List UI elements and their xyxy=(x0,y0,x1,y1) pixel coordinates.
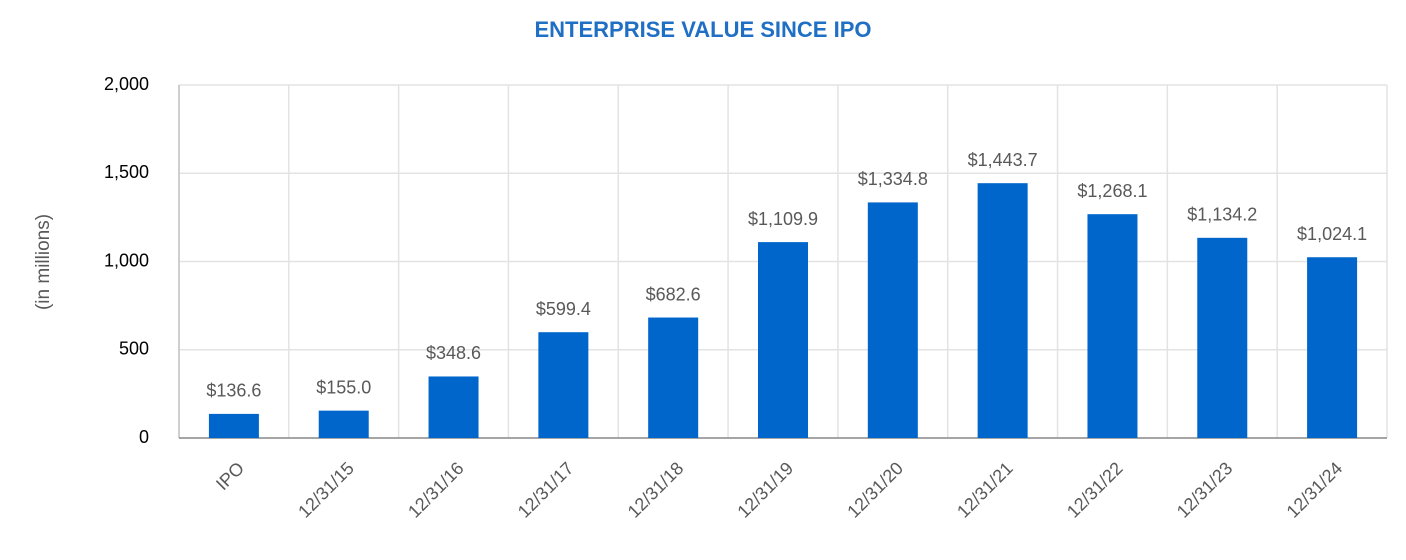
value-label: $1,268.1 xyxy=(1077,181,1147,201)
value-label: $1,134.2 xyxy=(1187,205,1257,225)
bar xyxy=(648,317,699,438)
y-axis-label: (in millions) xyxy=(33,214,54,310)
y-tick-label: 2,000 xyxy=(104,74,149,94)
bar xyxy=(318,410,369,438)
value-label: $1,334.8 xyxy=(858,169,928,189)
x-tick-label: 12/31/17 xyxy=(514,458,578,522)
bar xyxy=(977,183,1028,438)
value-label: $348.6 xyxy=(426,343,481,363)
bar xyxy=(867,202,918,438)
x-tick-label: IPO xyxy=(212,458,248,494)
value-label: $599.4 xyxy=(536,299,591,319)
x-tick-label: 12/31/20 xyxy=(843,458,907,522)
y-tick-label: 1,500 xyxy=(104,162,149,182)
value-label: $155.0 xyxy=(316,377,371,397)
bar xyxy=(1087,214,1138,438)
y-tick-label: 1,000 xyxy=(104,250,149,270)
bar xyxy=(758,242,808,438)
bar xyxy=(1307,257,1358,438)
x-tick-label: 12/31/19 xyxy=(733,458,797,522)
x-tick-label: 12/31/16 xyxy=(404,458,468,522)
x-tick-label: 12/31/18 xyxy=(624,458,688,522)
x-tick-label: 12/31/21 xyxy=(953,458,1017,522)
bar xyxy=(428,376,479,438)
bar xyxy=(1197,237,1248,438)
y-tick-label: 0 xyxy=(139,427,149,447)
bar xyxy=(538,332,589,438)
x-tick-label: 12/31/24 xyxy=(1283,458,1347,522)
x-tick-label: 12/31/22 xyxy=(1063,458,1127,522)
x-tick-label: 12/31/23 xyxy=(1173,458,1237,522)
value-label: $1,024.1 xyxy=(1297,224,1367,244)
value-label: $136.6 xyxy=(206,381,261,401)
value-label: $1,443.7 xyxy=(968,150,1038,170)
value-label: $1,109.9 xyxy=(748,209,818,229)
chart-title: ENTERPRISE VALUE SINCE IPO xyxy=(535,17,872,42)
value-label: $682.6 xyxy=(646,284,701,304)
x-tick-label: 12/31/15 xyxy=(294,458,358,522)
y-tick-label: 500 xyxy=(119,339,149,359)
bar xyxy=(208,413,259,438)
